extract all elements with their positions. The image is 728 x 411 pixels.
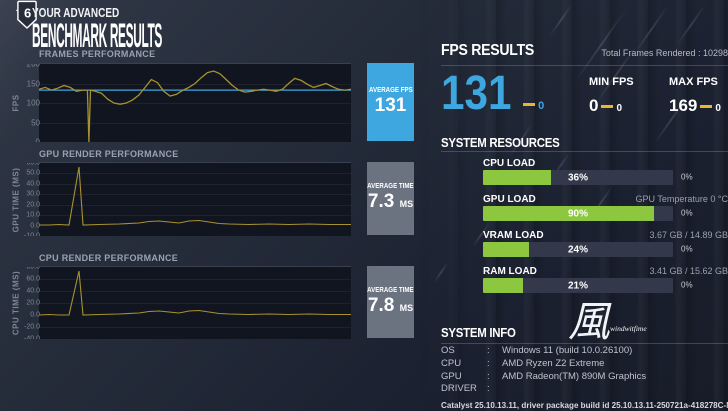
svg-text:6: 6 (24, 6, 31, 21)
svg-text:風: 風 (568, 300, 612, 344)
svg-text:windwitfime: windwitfime (610, 324, 647, 333)
